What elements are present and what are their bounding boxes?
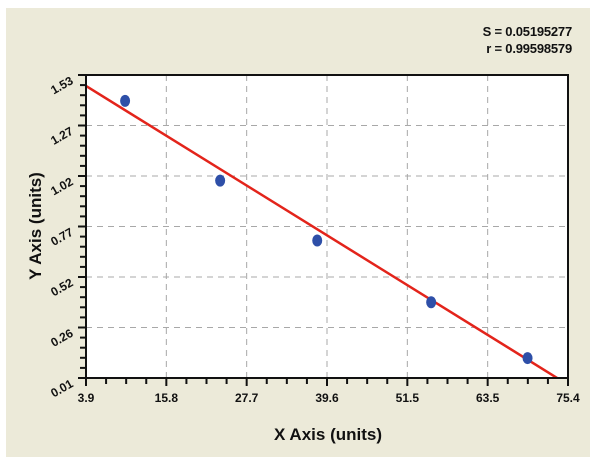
y-tick-label: 0.52 — [48, 275, 76, 299]
data-points — [120, 94, 533, 365]
y-tick-label: 1.53 — [48, 73, 76, 97]
data-point — [426, 296, 437, 309]
x-tick-label: 39.6 — [315, 391, 339, 405]
y-tick-label: 1.02 — [48, 174, 76, 198]
x-tick-label: 75.4 — [556, 391, 580, 405]
x-tick-label: 63.5 — [476, 391, 500, 405]
std-error-stat: S = 0.05195277 — [482, 24, 573, 39]
y-tick-label: 0.01 — [48, 376, 76, 400]
x-tick-label: 51.5 — [396, 391, 420, 405]
gridlines — [86, 75, 568, 378]
correlation-stat: r = 0.99598579 — [486, 41, 572, 56]
x-tick-label: 3.9 — [78, 391, 95, 405]
data-point — [215, 174, 226, 187]
x-tick-label: 15.8 — [155, 391, 179, 405]
regression-line — [85, 84, 558, 380]
y-tick-label: 0.77 — [48, 225, 76, 249]
x-axis-title: X Axis (units) — [274, 425, 382, 444]
x-tick-label: 27.7 — [235, 391, 259, 405]
plot-frame — [85, 74, 569, 379]
y-tick-label: 0.26 — [48, 326, 76, 350]
data-point — [522, 352, 533, 365]
data-point — [120, 94, 131, 107]
y-axis-title: Y Axis (units) — [26, 172, 45, 280]
fit-line — [85, 84, 558, 380]
y-tick-label: 1.27 — [48, 124, 76, 148]
data-point — [312, 234, 323, 247]
